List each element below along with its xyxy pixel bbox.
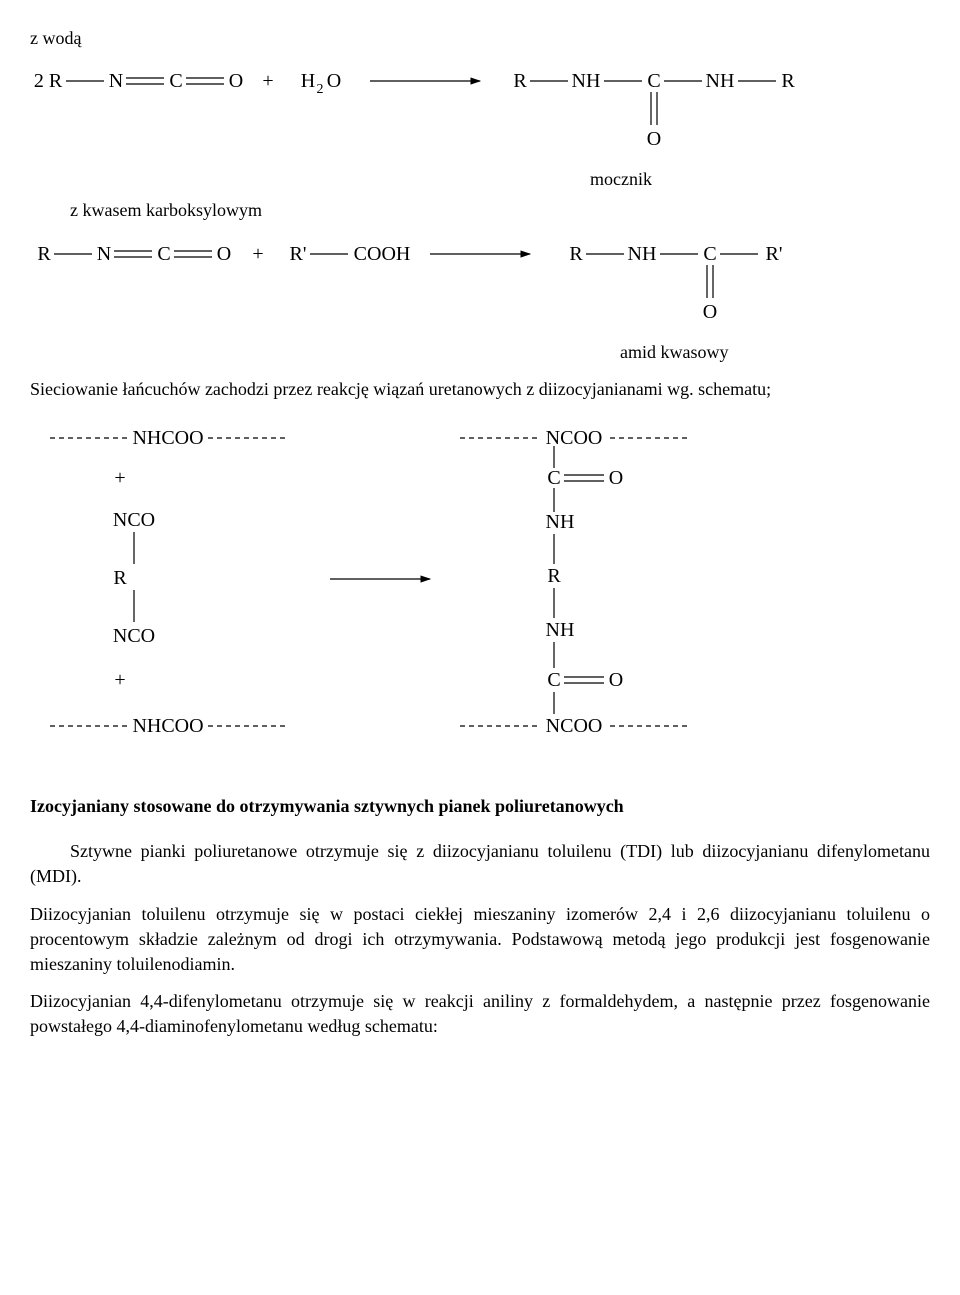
svg-text:H: H [301, 70, 315, 92]
svg-text:C: C [547, 467, 560, 489]
svg-text:2: 2 [317, 82, 324, 97]
heading-isocyanates: Izocyjaniany stosowane do otrzymywania s… [30, 794, 930, 819]
svg-text:C: C [169, 70, 182, 92]
label-with-acid: z kwasem karboksylowym [70, 198, 930, 223]
svg-text:NHCOO: NHCOO [132, 427, 203, 449]
svg-text:R: R [37, 243, 51, 265]
svg-text:C: C [703, 243, 716, 265]
svg-text:R: R [113, 567, 127, 589]
para-3: Diizocyjanian 4,4-difenylometanu otrzymu… [30, 989, 930, 1039]
svg-text:R: R [547, 565, 561, 587]
svg-text:COOH: COOH [354, 243, 411, 265]
reaction-acid: R N C O + R' COOH R NH C R' O [30, 230, 930, 340]
svg-text:R': R' [290, 243, 307, 265]
svg-text:+: + [252, 243, 263, 265]
svg-text:+: + [262, 70, 273, 92]
crosslink-sentence: Sieciowanie łańcuchów zachodzi przez rea… [30, 377, 930, 402]
svg-text:O: O [217, 243, 231, 265]
svg-text:C: C [157, 243, 170, 265]
svg-text:NH: NH [628, 243, 657, 265]
svg-text:R: R [781, 70, 795, 92]
svg-text:NH: NH [546, 619, 575, 641]
svg-text:R: R [513, 70, 527, 92]
svg-text:NH: NH [546, 511, 575, 533]
para-2: Diizocyjanian toluilenu otrzymuje się w … [30, 902, 930, 978]
two-r: 2 R [34, 70, 63, 92]
svg-text:N: N [97, 243, 111, 265]
svg-text:NCOO: NCOO [546, 715, 603, 737]
svg-text:O: O [647, 128, 661, 150]
svg-text:O: O [703, 301, 717, 323]
label-amid: amid kwasowy [620, 340, 930, 365]
svg-text:R: R [569, 243, 583, 265]
scheme-crosslink: NHCOO + NCO R NCO + NHCOO NCOO C O NH R [30, 414, 930, 764]
label-with-water: z wodą [30, 26, 930, 51]
svg-text:N: N [109, 70, 123, 92]
svg-text:NH: NH [706, 70, 735, 92]
svg-text:O: O [327, 70, 341, 92]
svg-text:R': R' [766, 243, 783, 265]
svg-text:NH: NH [572, 70, 601, 92]
reaction-water: 2 R N C O + H 2 O R NH C NH R O [30, 57, 930, 167]
svg-text:C: C [647, 70, 660, 92]
label-mocznik: mocznik [590, 167, 930, 192]
svg-text:O: O [609, 669, 623, 691]
svg-text:NHCOO: NHCOO [132, 715, 203, 737]
svg-text:NCOO: NCOO [546, 427, 603, 449]
svg-text:C: C [547, 669, 560, 691]
svg-text:NCO: NCO [113, 625, 155, 647]
svg-text:NCO: NCO [113, 509, 155, 531]
para-1: Sztywne pianki poliuretanowe otrzymuje s… [30, 839, 930, 889]
svg-text:+: + [114, 669, 125, 691]
svg-text:O: O [609, 467, 623, 489]
svg-text:+: + [114, 467, 125, 489]
svg-text:O: O [229, 70, 243, 92]
